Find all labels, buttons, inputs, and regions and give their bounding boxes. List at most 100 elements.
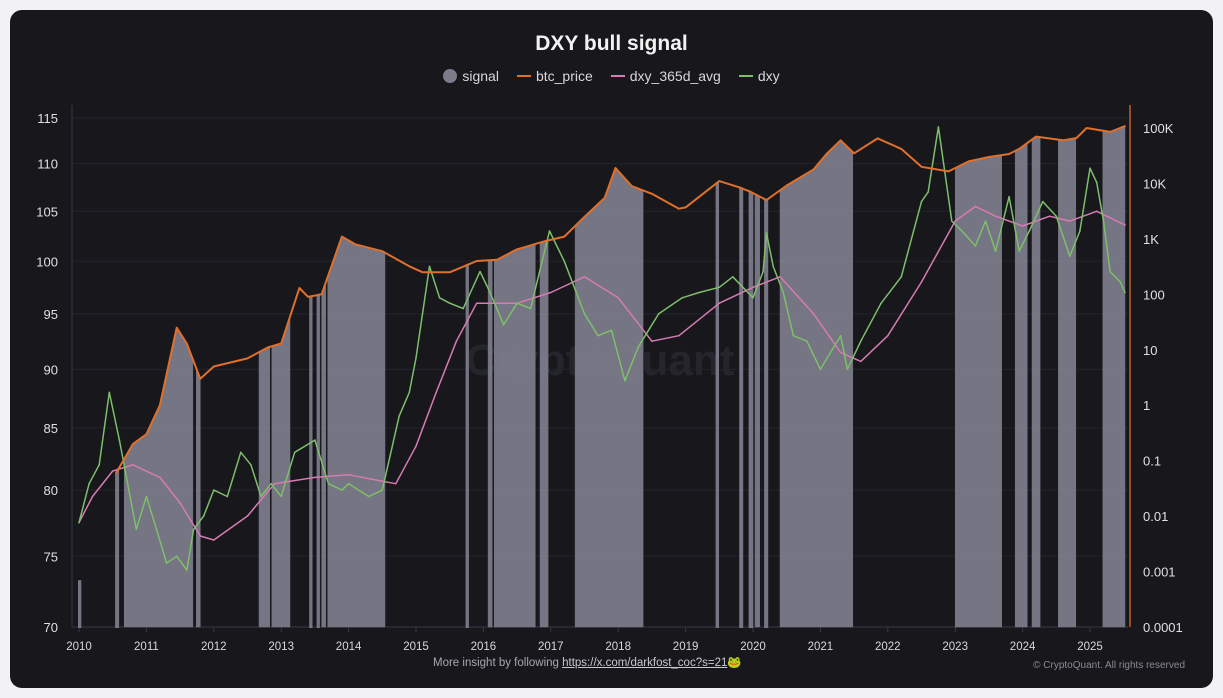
data-point-btc-price [785,184,788,187]
data-point-dxy [1055,215,1058,217]
data-point-dxy [415,357,417,359]
data-point-dxy-365d-avg [475,302,478,304]
data-point-btc-price [614,167,617,169]
data-point-dxy [1089,167,1091,170]
data-point-dxy [280,495,283,498]
signal-band [115,465,120,628]
data-point-btc-price [475,260,478,262]
signal-band [748,189,754,628]
signal-band [487,259,493,628]
data-point-dxy [293,451,296,454]
data-point-dxy [782,291,785,294]
y-left-tick-label: 90 [44,362,58,377]
signal-band [754,193,760,628]
data-point-dxy [1102,220,1105,222]
legend-label: btc_price [535,68,593,84]
data-point-btc-price [543,240,545,243]
data-point-btc-price [765,199,768,201]
data-point-btc-price [1018,148,1021,150]
signal-band [271,316,291,628]
legend-label: dxy [757,68,780,84]
data-point-dxy [398,415,400,417]
legend-label: signal [462,68,499,84]
data-point-dxy-365d-avg [415,445,417,447]
data-point-btc-price [213,365,215,368]
data-point-dxy [213,489,215,491]
data-point-dxy-365d-avg [954,220,956,222]
signal-band [321,282,326,628]
data-point-dxy [88,482,90,485]
series-line-dxy-365d-avg [78,205,1126,541]
data-point-dxy [819,368,822,371]
data-point-dxy [78,521,80,524]
y-left-tick-label: 110 [37,157,58,172]
data-point-dxy [765,232,768,234]
footer-link[interactable]: https://x.com/darkfost_coc?s=21 [562,657,728,669]
data-point-btc-price [947,170,950,173]
data-point-btc-price [967,160,970,163]
data-point-dxy [448,302,451,304]
data-point-dxy [118,439,121,441]
data-point-btc-price [421,271,424,274]
legend: signal btc_price dxy_365d_avg dxy [10,68,1213,84]
x-tick-label: 2025 [1077,641,1103,653]
data-point-dxy [880,302,882,304]
x-tick-label: 2015 [403,641,429,653]
data-point-dxy-365d-avg [974,205,977,208]
legend-swatch-dxy [738,75,753,77]
data-point-dxy [937,126,940,128]
legend-swatch-dxy-365d-avg [610,75,625,77]
x-tick-label: 2020 [740,641,766,653]
y-right-tick-label: 100K [1143,121,1174,136]
data-point-btc-price [603,197,606,199]
y-left-tick-label: 100 [36,254,58,269]
signal-band [715,180,719,628]
data-point-dxy [502,323,505,326]
legend-item-dxy-365d-avg[interactable]: dxy_365d_avg [610,68,721,84]
signal-band [309,294,313,628]
data-point-btc-price [826,152,828,155]
data-point-dxy [657,313,660,315]
data-point-dxy [1109,270,1112,273]
y-right-tick-label: 10 [1143,343,1157,358]
x-tick-label: 2017 [538,641,564,653]
legend-item-btc-price[interactable]: btc_price [516,68,593,84]
data-point-dxy [718,286,721,289]
data-point-btc-price [266,346,269,349]
data-point-dxy [108,391,111,394]
data-point-btc-price [678,207,680,210]
legend-item-dxy[interactable]: dxy [738,68,780,84]
data-point-dxy-365d-avg [994,215,997,217]
data-point-btc-price [341,235,343,238]
data-point-dxy [1018,250,1021,252]
data-point-dxy [270,482,272,485]
data-point-btc-price [563,235,566,238]
signal-band [574,168,644,628]
data-point-dxy [548,230,551,232]
data-point-dxy [637,345,640,348]
data-point-dxy [772,265,775,268]
signal-band [1058,137,1077,628]
data-point-dxy [583,313,586,315]
data-point-dxy-365d-avg [839,351,842,354]
data-point-dxy [860,340,862,343]
data-point-btc-price [307,296,309,298]
x-tick-label: 2016 [471,641,497,653]
data-point-dxy [516,302,518,304]
data-point-dxy-365d-avg [314,476,316,479]
data-point-dxy [529,307,532,310]
legend-item-signal[interactable]: signal [443,68,499,84]
signal-band [779,140,854,628]
y-right-tick-label: 0.0001 [1143,620,1183,635]
y-right-tick-label: 100 [1143,287,1165,302]
data-point-btc-price [1085,127,1088,129]
data-point-dxy [462,307,464,310]
data-point-dxy [314,439,316,441]
data-point-dxy [624,379,626,382]
data-point-btc-price [115,472,117,474]
data-point-dxy-365d-avg [752,286,754,289]
signal-band [327,236,386,628]
signal-band [954,154,1002,628]
data-point-btc-price [132,443,134,445]
